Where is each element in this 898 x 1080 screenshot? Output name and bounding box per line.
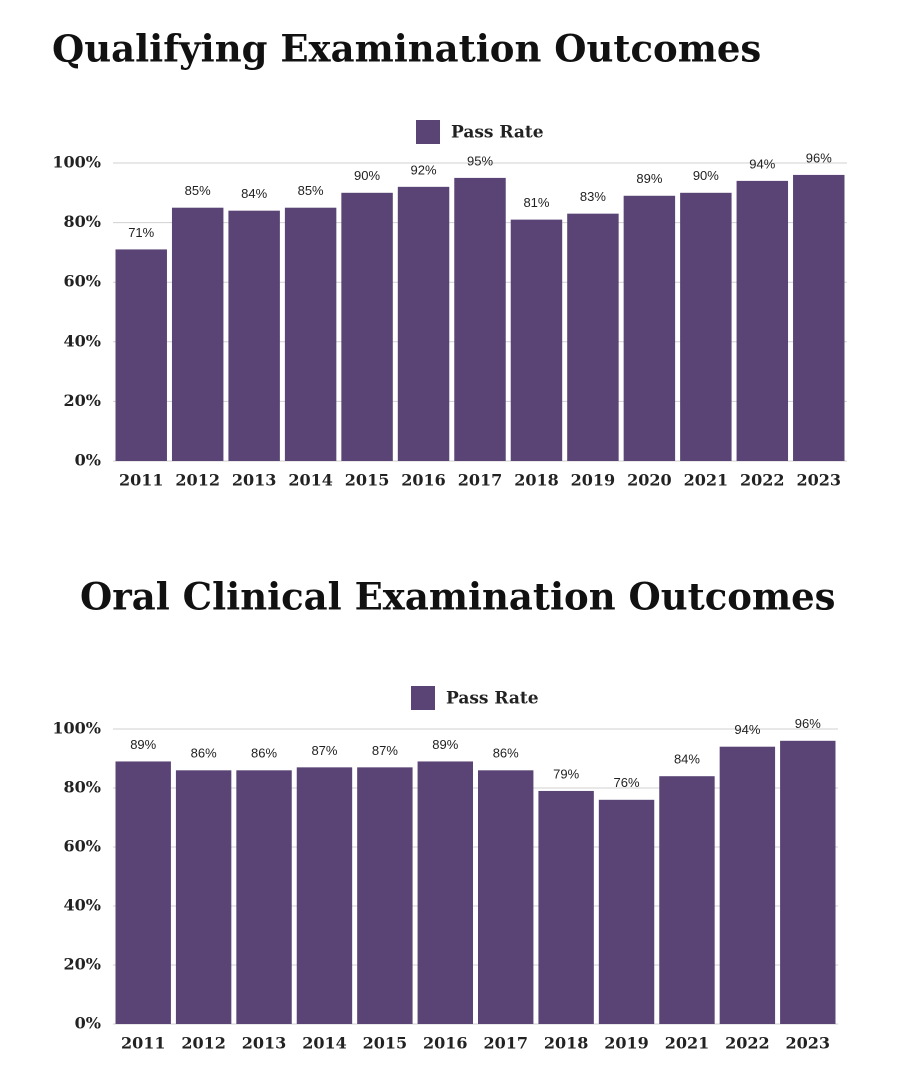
value-label: 86%	[191, 746, 217, 761]
value-label: 71%	[128, 225, 154, 240]
x-tick-label: 2016	[401, 471, 446, 490]
y-tick-label: 100%	[52, 719, 101, 738]
bar	[236, 770, 292, 1024]
x-tick-label: 2015	[345, 471, 390, 490]
x-tick-label: 2018	[514, 471, 559, 490]
value-label: 95%	[467, 153, 493, 168]
bar	[793, 174, 845, 462]
bar	[175, 770, 232, 1024]
value-label: 87%	[311, 743, 337, 758]
bar	[115, 761, 171, 1024]
x-tick-label: 2014	[288, 471, 333, 490]
x-tick-label: 2018	[544, 1034, 589, 1053]
x-tick-label: 2023	[786, 1034, 831, 1053]
value-label: 83%	[580, 189, 606, 204]
value-label: 86%	[251, 746, 277, 761]
bar	[284, 207, 337, 461]
bar	[623, 195, 676, 461]
bar	[659, 776, 715, 1024]
x-tick-label: 2015	[363, 1034, 408, 1053]
bar	[736, 180, 789, 461]
x-tick-label: 2017	[458, 471, 503, 490]
value-label: 89%	[130, 737, 156, 752]
value-label: 90%	[354, 168, 380, 183]
bar	[567, 213, 619, 461]
bar	[171, 207, 224, 461]
bar	[296, 767, 353, 1024]
y-tick-label: 0%	[75, 451, 101, 470]
bar	[341, 192, 393, 462]
y-tick-label: 20%	[64, 955, 101, 974]
x-tick-label: 2019	[571, 471, 616, 490]
bar	[680, 192, 732, 462]
bar	[417, 761, 473, 1024]
x-tick-label: 2013	[232, 471, 277, 490]
chart-title: Qualifying Examination Outcomes	[52, 27, 761, 71]
x-tick-label: 2012	[175, 471, 220, 490]
x-tick-label: 2016	[423, 1034, 468, 1053]
value-label: 96%	[806, 150, 832, 165]
value-label: 94%	[749, 156, 775, 171]
legend-swatch	[411, 686, 435, 710]
x-tick-label: 2023	[797, 471, 842, 490]
x-tick-label: 2012	[181, 1034, 226, 1053]
value-label: 81%	[523, 195, 549, 210]
bar	[454, 177, 506, 461]
x-tick-label: 2022	[725, 1034, 770, 1053]
chart-title: Oral Clinical Examination Outcomes	[80, 575, 835, 619]
y-tick-label: 20%	[64, 391, 101, 410]
value-label: 89%	[432, 737, 458, 752]
value-label: 89%	[636, 171, 662, 186]
value-label: 85%	[185, 183, 211, 198]
legend-label: Pass Rate	[451, 123, 544, 143]
value-label: 84%	[241, 186, 267, 201]
x-tick-label: 2021	[684, 471, 729, 490]
x-tick-label: 2013	[242, 1034, 287, 1053]
value-label: 76%	[614, 775, 640, 790]
value-label: 87%	[372, 743, 398, 758]
bar	[228, 210, 280, 461]
bar	[780, 740, 836, 1024]
value-label: 90%	[693, 168, 719, 183]
y-tick-label: 60%	[64, 272, 101, 291]
y-tick-label: 0%	[75, 1014, 101, 1033]
x-tick-label: 2022	[740, 471, 785, 490]
value-label: 84%	[674, 752, 700, 767]
value-label: 92%	[411, 162, 437, 177]
x-tick-label: 2017	[483, 1034, 528, 1053]
bar	[719, 746, 776, 1024]
y-tick-label: 40%	[64, 896, 101, 915]
bar	[357, 767, 413, 1024]
y-tick-label: 80%	[64, 212, 101, 231]
x-tick-label: 2011	[121, 1034, 166, 1053]
legend-swatch	[416, 120, 440, 144]
bar	[115, 249, 167, 461]
value-label: 94%	[734, 722, 760, 737]
x-tick-label: 2019	[604, 1034, 649, 1053]
x-tick-label: 2014	[302, 1034, 347, 1053]
bar	[510, 219, 563, 461]
x-tick-label: 2020	[627, 471, 672, 490]
value-label: 86%	[493, 746, 519, 761]
x-tick-label: 2021	[665, 1034, 710, 1053]
y-tick-label: 100%	[52, 153, 101, 172]
y-tick-label: 60%	[64, 837, 101, 856]
bar	[538, 790, 594, 1024]
value-label: 96%	[795, 716, 821, 731]
bar	[598, 799, 655, 1024]
bar	[397, 186, 450, 461]
x-tick-label: 2011	[119, 471, 164, 490]
value-label: 79%	[553, 766, 579, 781]
y-tick-label: 40%	[64, 331, 101, 350]
legend-label: Pass Rate	[446, 689, 539, 709]
value-label: 85%	[298, 183, 324, 198]
bar	[478, 770, 534, 1024]
y-tick-label: 80%	[64, 778, 101, 797]
